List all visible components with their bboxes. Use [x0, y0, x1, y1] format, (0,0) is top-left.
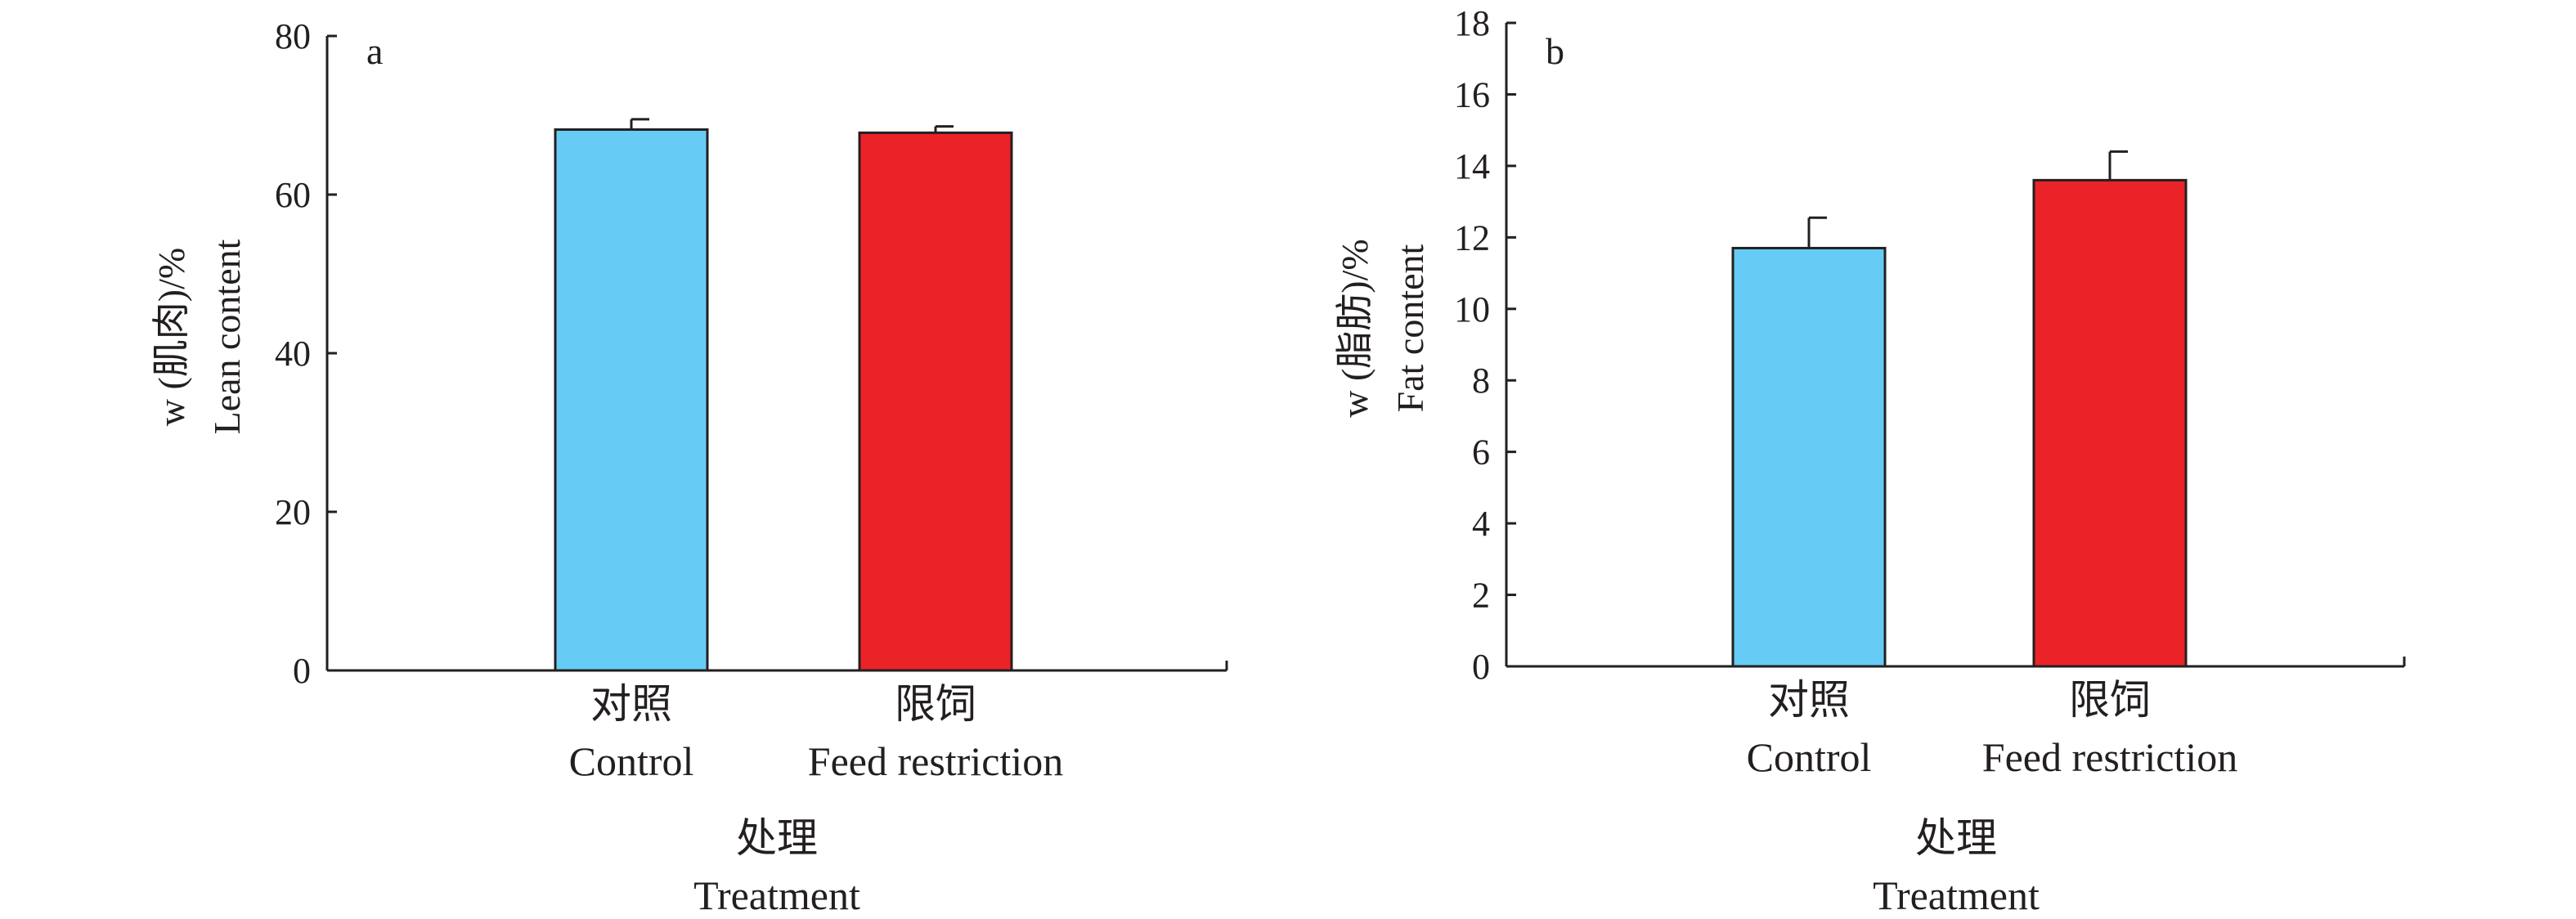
- x-category-label: Feed restriction: [1982, 734, 2237, 780]
- y-axis-title: Fat content: [1389, 244, 1431, 412]
- y-tick-label: 6: [1472, 433, 1490, 473]
- x-category-label: Control: [569, 738, 694, 784]
- y-tick-label: 12: [1454, 217, 1490, 258]
- x-category-label: 对照: [1768, 677, 1850, 723]
- y-tick-label: 20: [275, 492, 311, 532]
- x-category-label: Feed restriction: [808, 738, 1063, 784]
- y-axis-title: w (脂肪)/%: [1334, 239, 1376, 417]
- x-axis-title: Treatment: [693, 872, 860, 918]
- y-tick-label: 2: [1472, 576, 1490, 616]
- x-axis-title: Treatment: [1873, 872, 2040, 918]
- x-axis-title: 处理: [736, 815, 818, 861]
- panel-a: 0 20 40 60 80 对照 Control 限饲 Feed restriction a w (…: [150, 16, 1228, 918]
- y-tick-label: 40: [275, 334, 311, 374]
- y-tick-label: 8: [1472, 361, 1490, 401]
- panel-b: 0 2 4 6 8 10 12 14 16 18 对照 Control 限饲 Feed restricti…: [1334, 3, 2406, 918]
- bar-control: [1731, 246, 1887, 668]
- y-tick-label: 10: [1454, 289, 1490, 329]
- y-tick-label: 14: [1454, 146, 1490, 186]
- y-tick-label: 60: [275, 175, 311, 215]
- y-tick-label: 16: [1454, 74, 1490, 114]
- bar-control: [554, 128, 709, 672]
- panel-label: b: [1546, 30, 1564, 72]
- y-tick-label: 4: [1472, 504, 1490, 544]
- x-category-label: 限饲: [895, 681, 976, 727]
- y-axis-title: Lean content: [206, 239, 248, 434]
- bar-feed-restriction: [858, 131, 1013, 672]
- x-category-label: 限饲: [2069, 677, 2151, 723]
- bar-feed-restriction: [2032, 178, 2188, 668]
- y-axis-title: w (肌肉)/%: [150, 248, 192, 426]
- y-tick-label: 0: [293, 651, 311, 691]
- y-tick-label: 80: [275, 16, 311, 56]
- panel-label: a: [366, 30, 383, 72]
- y-tick-label: 0: [1472, 647, 1490, 687]
- x-axis-title: 处理: [1915, 815, 1997, 861]
- y-tick-label: 18: [1454, 3, 1490, 43]
- x-category-label: Control: [1747, 734, 1872, 780]
- x-category-label: 对照: [590, 681, 672, 727]
